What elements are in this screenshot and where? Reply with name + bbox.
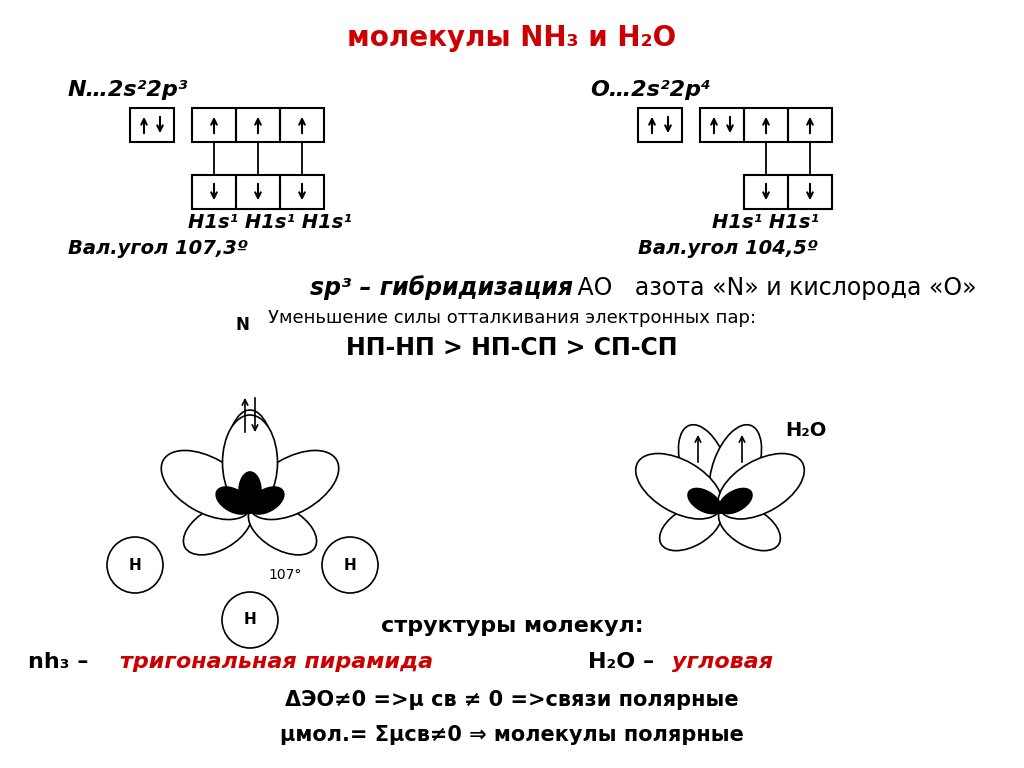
Bar — [280, 175, 324, 209]
Text: Вал.угол 107,3º: Вал.угол 107,3º — [68, 239, 248, 257]
Text: ΔЭО≠0 =>μ св ≠ 0 =>связи полярные: ΔЭО≠0 =>μ св ≠ 0 =>связи полярные — [286, 690, 738, 710]
Text: H₂O –: H₂O – — [588, 652, 662, 672]
Bar — [130, 108, 174, 142]
Ellipse shape — [688, 488, 721, 514]
Ellipse shape — [216, 487, 251, 514]
Text: sp³ – гибридизация: sp³ – гибридизация — [310, 276, 573, 300]
Text: H₂O: H₂O — [785, 421, 826, 439]
Text: АО   азота «N» и кислорода «О»: АО азота «N» и кислорода «О» — [570, 276, 977, 300]
Ellipse shape — [636, 454, 722, 519]
Ellipse shape — [249, 487, 284, 514]
Bar — [280, 108, 324, 142]
Text: НП-НП > НП-СП > СП-СП: НП-НП > НП-СП > СП-СП — [346, 336, 678, 360]
Text: μмол.= Σμсв≠0 ⇒ молекулы полярные: μмол.= Σμсв≠0 ⇒ молекулы полярные — [280, 725, 744, 745]
Bar — [744, 175, 788, 209]
Text: H1s¹ H1s¹ H1s¹: H1s¹ H1s¹ H1s¹ — [188, 213, 352, 231]
Bar — [236, 108, 280, 142]
Ellipse shape — [718, 454, 804, 519]
Ellipse shape — [161, 451, 252, 519]
Ellipse shape — [226, 410, 274, 510]
Ellipse shape — [710, 425, 762, 511]
Ellipse shape — [248, 451, 339, 519]
Text: 107°: 107° — [268, 568, 301, 582]
Text: молекулы NH₃ и H₂O: молекулы NH₃ и H₂O — [347, 24, 677, 52]
Ellipse shape — [719, 488, 752, 514]
Ellipse shape — [183, 502, 252, 554]
Bar — [193, 108, 236, 142]
Text: N: N — [236, 316, 249, 334]
Text: угловая: угловая — [672, 652, 773, 672]
Text: nh₃ –: nh₃ – — [28, 652, 96, 672]
Bar — [788, 175, 831, 209]
Ellipse shape — [679, 425, 731, 511]
Bar — [236, 175, 280, 209]
Text: H1s¹ H1s¹: H1s¹ H1s¹ — [713, 213, 819, 231]
Bar — [744, 108, 788, 142]
Bar — [638, 108, 682, 142]
Ellipse shape — [222, 415, 278, 510]
Ellipse shape — [719, 503, 780, 551]
Text: N…2s²2p³: N…2s²2p³ — [68, 80, 188, 100]
Bar — [788, 108, 831, 142]
Ellipse shape — [659, 503, 722, 551]
Text: H: H — [129, 558, 141, 572]
Text: Уменьшение силы отталкивания электронных пар:: Уменьшение силы отталкивания электронных… — [268, 309, 756, 327]
Text: H: H — [244, 613, 256, 627]
Text: H: H — [344, 558, 356, 572]
Ellipse shape — [239, 472, 261, 510]
Text: тригональная пирамида: тригональная пирамида — [120, 652, 433, 672]
Text: структуры молекул:: структуры молекул: — [381, 616, 643, 636]
Text: Вал.угол 104,5º: Вал.угол 104,5º — [638, 239, 818, 257]
Bar — [700, 108, 744, 142]
Bar — [193, 175, 236, 209]
Ellipse shape — [249, 502, 316, 554]
Text: O…2s²2p⁴: O…2s²2p⁴ — [590, 80, 711, 100]
